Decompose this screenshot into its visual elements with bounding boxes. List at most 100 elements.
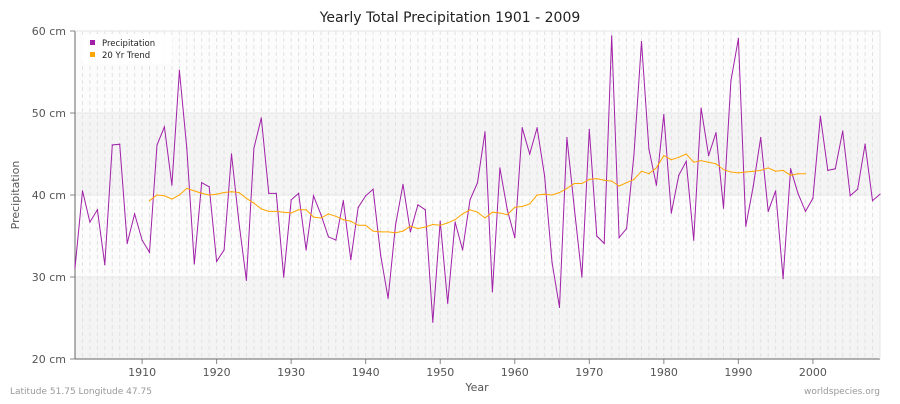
- footer-source: worldspecies.org: [804, 387, 880, 397]
- series-lines: [74, 35, 881, 323]
- trend-point: [491, 211, 494, 213]
- precipitation-point: [238, 222, 240, 224]
- precipitation-point: [514, 237, 516, 239]
- precipitation-point: [275, 192, 277, 194]
- precipitation-point: [521, 127, 523, 129]
- trend-point: [312, 216, 315, 218]
- trend-point: [156, 194, 158, 196]
- trend-point: [305, 209, 307, 211]
- precipitation-point: [484, 131, 486, 133]
- trend-point: [663, 155, 665, 157]
- trend-point: [797, 173, 799, 175]
- trend-point: [715, 163, 717, 165]
- precipitation-point: [119, 143, 121, 145]
- precipitation-point: [737, 37, 739, 39]
- precipitation-point: [148, 251, 151, 253]
- trend-point: [596, 178, 598, 180]
- trend-point: [216, 193, 218, 195]
- x-axis-label: Year: [464, 381, 489, 394]
- trend-point: [737, 172, 739, 174]
- precipitation-point: [857, 188, 859, 190]
- precipitation-point: [491, 291, 494, 293]
- precipitation-point: [283, 276, 285, 278]
- precipitation-point: [797, 192, 799, 194]
- precipitation-point: [864, 143, 866, 145]
- precipitation-point: [223, 249, 225, 251]
- precipitation-point: [588, 128, 590, 130]
- precipitation-point: [551, 261, 553, 263]
- trend-point: [327, 213, 330, 215]
- trend-point: [536, 194, 538, 196]
- precipitation-point: [111, 144, 113, 146]
- axes: 20 cm 30 cm 40 cm 50 cm 60 cm 1910 1920 1930 194…: [32, 25, 881, 379]
- trend-point: [342, 219, 344, 221]
- trend-point: [298, 209, 300, 211]
- precipitation-point: [193, 263, 195, 265]
- trend-point: [655, 167, 657, 169]
- trend-point: [253, 202, 255, 204]
- precipitation-point: [506, 209, 508, 211]
- trend-point: [648, 173, 650, 175]
- precipitation-point: [208, 186, 210, 188]
- trend-point: [402, 230, 404, 232]
- trend-point: [454, 219, 456, 221]
- precipitation-point: [566, 137, 568, 139]
- precipitation-point: [663, 114, 665, 116]
- precipitation-point: [372, 188, 374, 190]
- trend-point: [178, 194, 180, 196]
- precipitation-point: [216, 260, 218, 263]
- trend-point: [350, 220, 352, 222]
- trend-point: [260, 208, 262, 210]
- x-tick-label: 1910: [128, 366, 156, 379]
- x-tick-label: 2000: [799, 366, 827, 379]
- precipitation-point: [320, 214, 322, 216]
- trend-point: [775, 170, 777, 172]
- trend-point: [461, 213, 464, 215]
- trend-point: [186, 187, 188, 190]
- precipitation-point: [327, 236, 330, 238]
- trend-point: [745, 171, 747, 173]
- trend-point: [275, 210, 277, 212]
- precipitation-point: [536, 127, 538, 129]
- trend-point: [484, 217, 486, 219]
- x-tick-label: 1980: [650, 366, 678, 379]
- trend-point: [633, 178, 635, 181]
- precipitation-point: [558, 306, 561, 308]
- precipitation-point: [365, 195, 367, 197]
- legend-swatch-precipitation: [90, 40, 95, 45]
- footer-location: Latitude 51.75 Longitude 47.75: [10, 387, 152, 397]
- precipitation-point: [89, 221, 91, 223]
- precipitation-point: [499, 167, 501, 169]
- precipitation-point: [342, 200, 344, 202]
- precipitation-point: [581, 276, 583, 278]
- trend-point: [365, 224, 367, 226]
- trend-point: [439, 224, 441, 226]
- precipitation-point: [707, 155, 710, 157]
- legend-swatch-trend: [90, 52, 95, 57]
- trend-point: [611, 180, 613, 182]
- trend-point: [201, 192, 203, 194]
- trend-point: [543, 193, 546, 195]
- precipitation-point: [156, 144, 158, 146]
- precipitation-point: [655, 184, 657, 186]
- precipitation-point: [789, 168, 792, 170]
- precipitation-point: [834, 168, 836, 170]
- precipitation-point: [290, 199, 292, 201]
- precipitation-point: [678, 174, 680, 176]
- precipitation-point: [842, 130, 844, 132]
- trend-point: [730, 171, 732, 173]
- y-axis-label: Precipitation: [9, 161, 22, 230]
- trend-point: [320, 217, 322, 219]
- precipitation-point: [312, 195, 315, 197]
- trend-point: [767, 167, 769, 169]
- legend: Precipitation 20 Yr Trend: [82, 34, 172, 64]
- precipitation-point: [141, 239, 143, 241]
- precipitation-point: [230, 153, 233, 155]
- legend-box: [82, 34, 172, 64]
- precipitation-point: [700, 107, 702, 109]
- precipitation-point: [573, 208, 575, 210]
- precipitation-point: [611, 35, 613, 37]
- precipitation-point: [409, 231, 412, 233]
- band: [75, 31, 880, 113]
